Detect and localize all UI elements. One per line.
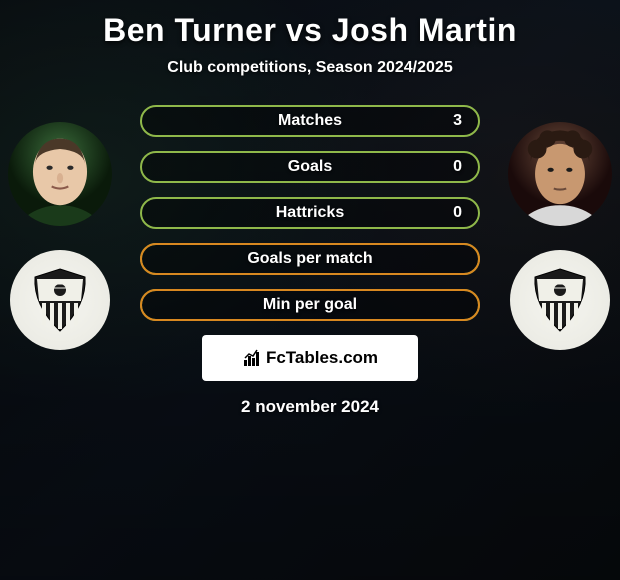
stat-value: 0 [453,158,462,176]
date-text: 2 november 2024 [241,397,379,417]
club-right-badge [510,250,610,350]
stat-row: Goals per match [140,243,480,275]
stats-area: Matches3Goals0Hattricks0Goals per matchM… [140,105,480,321]
brand-text: FcTables.com [266,348,378,368]
stat-label: Goals per match [142,250,478,268]
player-right-avatar [508,122,612,226]
stat-value: 3 [453,112,462,130]
stat-row: Hattricks0 [140,197,480,229]
stat-label: Goals [142,158,478,176]
stat-label: Hattricks [142,204,478,222]
stat-row: Matches3 [140,105,480,137]
page-title: Ben Turner vs Josh Martin [103,12,517,49]
brand-box: FcTables.com [202,335,418,381]
page-subtitle: Club competitions, Season 2024/2025 [167,59,452,77]
stat-row: Min per goal [140,289,480,321]
stat-value: 0 [453,204,462,222]
stat-label: Min per goal [142,296,478,314]
player-left-avatar [8,122,112,226]
stat-row: Goals0 [140,151,480,183]
club-left-badge [10,250,110,350]
stat-label: Matches [142,112,478,130]
chart-icon [242,348,262,368]
